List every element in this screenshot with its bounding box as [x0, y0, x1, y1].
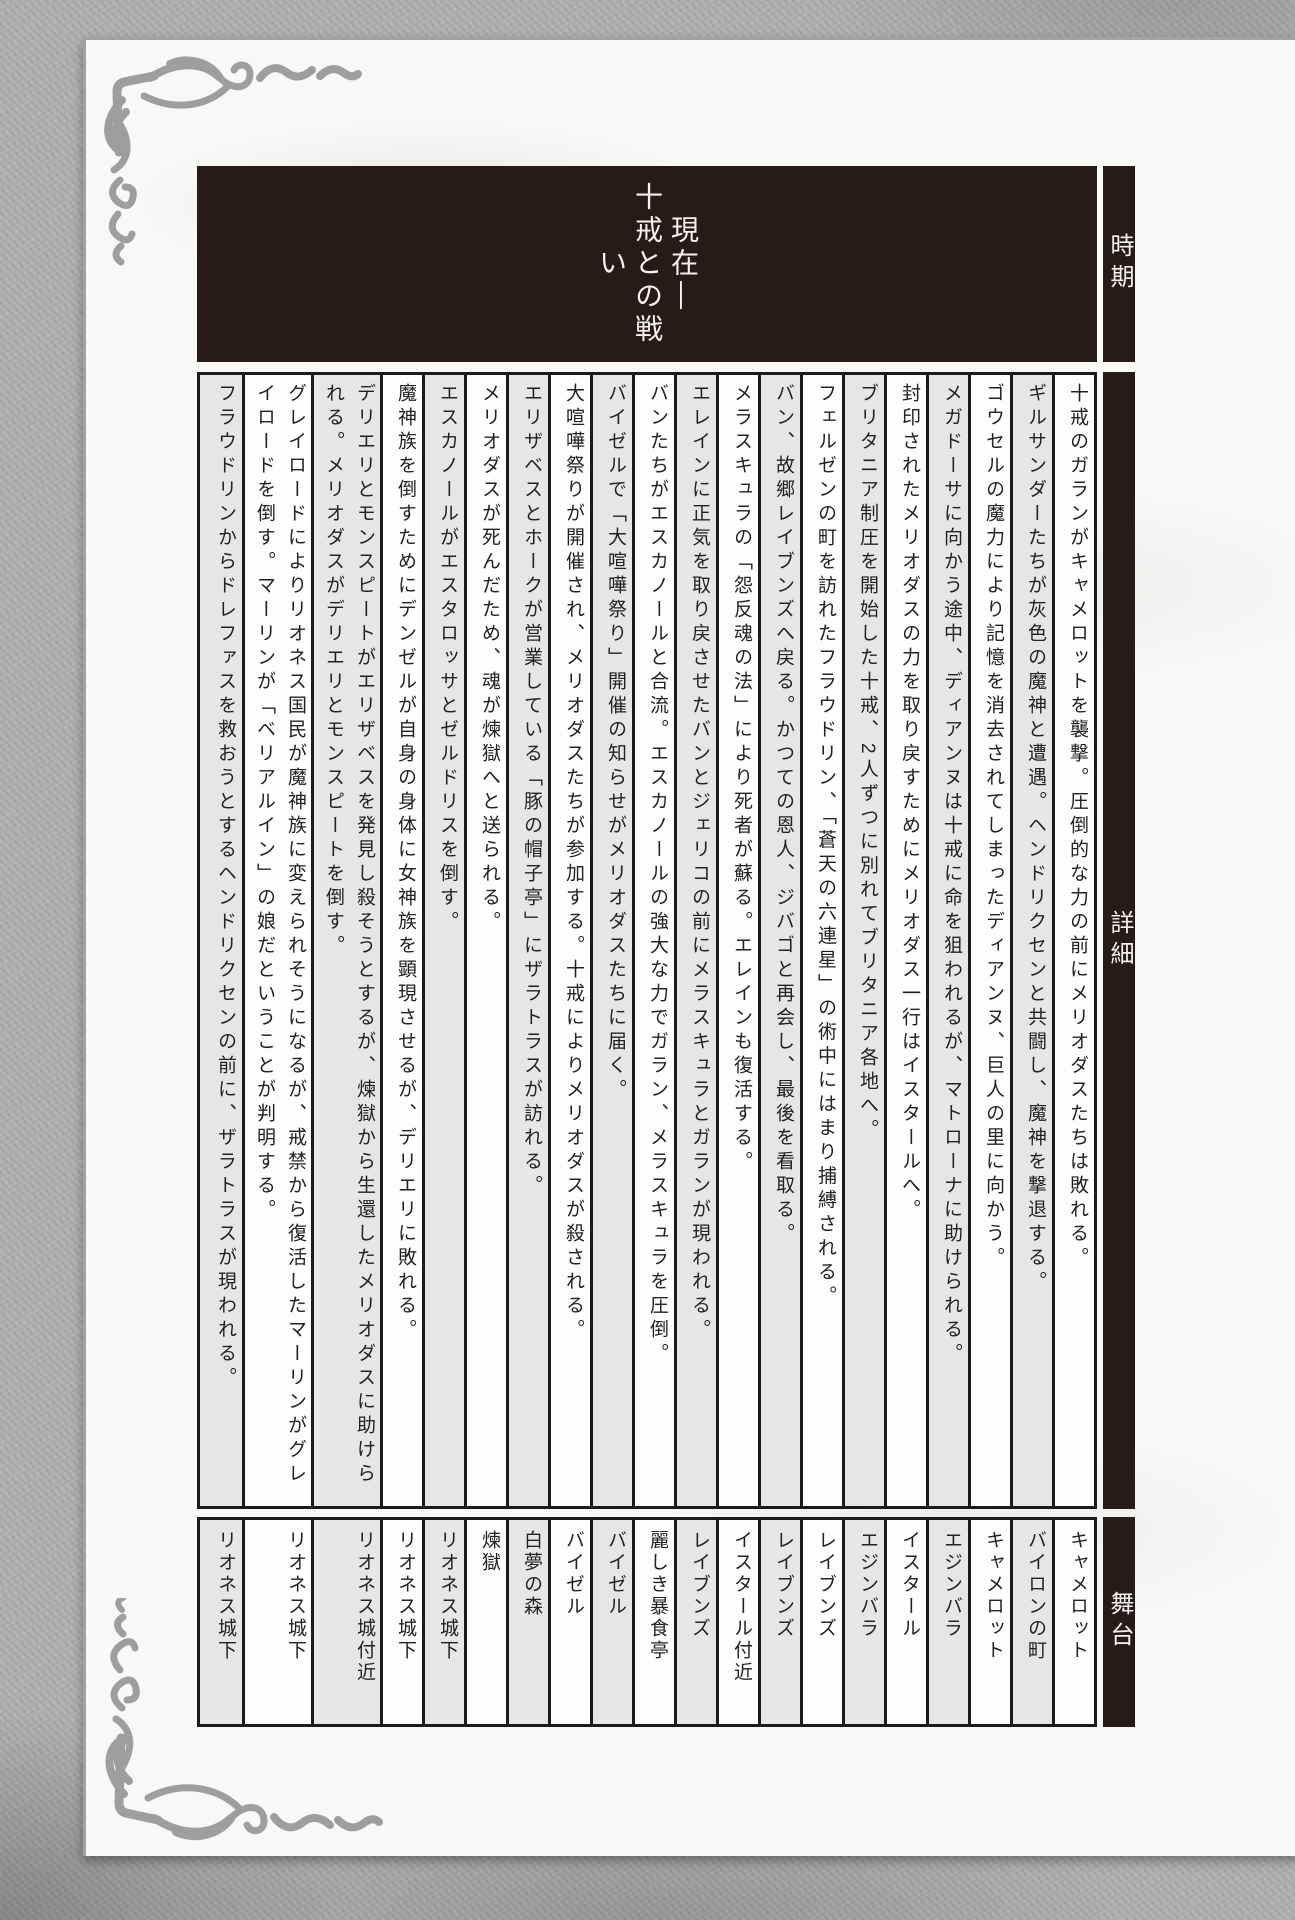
- timeline-table: 現在― 十戒との戦い 時期 詳細 舞台 十戒のガランがキャメロットを襲撃。圧倒的…: [197, 166, 1135, 1727]
- detail-cell: バイゼルで「大喧嘩祭り」開催の知らせがメリオダスたちに届く。: [590, 375, 632, 1506]
- detail-cell: フラウドリンからドレファスを救おうとするヘンドリクセンの前に、ザラトラスが現われ…: [200, 375, 242, 1506]
- detail-cell: デリエリとモンスピートがエリザベスを発見し殺そうとするが、煉獄から生還したメリオ…: [311, 375, 380, 1506]
- stage-cell: リオネス城下: [200, 1520, 242, 1724]
- stage-cell: キャメロット: [968, 1520, 1010, 1724]
- detail-cell: エリザベスとホークが営業している「豚の帽子亭」にザラトラスが訪れる。: [506, 375, 548, 1506]
- detail-cell: 大喧嘩祭りが開催され、メリオダスたちが参加する。十戒によりメリオダスが殺される。: [548, 375, 590, 1506]
- header-label-details: 詳細: [1103, 372, 1135, 1509]
- stage-cell: イスタール付近: [716, 1520, 758, 1724]
- detail-cell: バンたちがエスカノールと合流。エスカノールの強大な力でガラン、メラスキュラを圧倒…: [632, 375, 674, 1506]
- stage-row: キャメロット バイロンの町 キャメロット エジンバラ イスタール エジンバラ レイブンズ レイ…: [197, 1517, 1097, 1727]
- detail-cell: エレインに正気を取り戻させたバンとジェリコの前にメラスキュラとガランが現われる。: [674, 375, 716, 1506]
- stage-cell: バイロンの町: [1010, 1520, 1052, 1724]
- detail-cell: 魔神族を倒すためにデンゼルが自身の身体に女神族を顕現させるが、デリエリに敗れる。: [380, 375, 422, 1506]
- stage-cell: キャメロット: [1052, 1520, 1094, 1724]
- stage-cell: 麗しき暴食亭: [632, 1520, 674, 1724]
- stage-cell: バイゼル: [548, 1520, 590, 1724]
- detail-cell: 十戒のガランがキャメロットを襲撃。圧倒的な力の前にメリオダスたちは敗れる。: [1052, 375, 1094, 1506]
- stage-cell: リオネス城下: [380, 1520, 422, 1724]
- detail-cell: ブリタニア制圧を開始した十戒、2人ずつに別れてブリタニア各地へ。: [842, 375, 884, 1506]
- details-body: 十戒のガランがキャメロットを襲撃。圧倒的な力の前にメリオダスたちは敗れる。 ギルサ…: [197, 372, 1097, 1509]
- stage-cell: エジンバラ: [842, 1520, 884, 1724]
- detail-cell: メガドーサに向かう途中、ディアンヌは十戒に命を狙われるが、マトローナに助けられる…: [926, 375, 968, 1506]
- detail-cell: フェルゼンの町を訪れたフラウドリン、「蒼天の六連星」の術中にはまり捕縛される。: [800, 375, 842, 1506]
- period-value-line1: 現在―: [668, 214, 699, 314]
- detail-cell: グレイロードによりリオネス国民が魔神族に変えられそうになるが、戒禁から復活したマ…: [242, 375, 311, 1506]
- detail-cell: 封印されたメリオダスの力を取り戻すためにメリオダス一行はイスタールへ。: [884, 375, 926, 1506]
- stage-cell: イスタール: [884, 1520, 926, 1724]
- detail-cell: バン、故郷レイブンズへ戻る。かつての恩人、ジバゴと再会し、最後を看取る。: [758, 375, 800, 1506]
- stage-cell: リオネス城下: [242, 1520, 311, 1724]
- stage-cell: レイブンズ: [758, 1520, 800, 1724]
- header-label-stage: 舞台: [1103, 1517, 1135, 1727]
- period-value-text: 現在― 十戒との戦い: [593, 166, 701, 362]
- detail-cell: エスカノールがエスタロッサとゼルドリスを倒す。: [422, 375, 464, 1506]
- stage-cell: リオネス城下: [422, 1520, 464, 1724]
- detail-cell: ゴウセルの魔力により記憶を消去されてしまったディアンヌ、巨人の里に向かう。: [968, 375, 1010, 1506]
- stage-cell: バイゼル: [590, 1520, 632, 1724]
- period-value-band: 現在― 十戒との戦い: [197, 166, 1097, 362]
- stage-cell: リオネス城付近: [311, 1520, 380, 1724]
- header-label-period: 時期: [1103, 166, 1135, 362]
- table-header-column: 時期 詳細 舞台: [1103, 166, 1135, 1727]
- stage-cell: レイブンズ: [800, 1520, 842, 1724]
- stage-cell: 煉獄: [464, 1520, 506, 1724]
- stage-cell: レイブンズ: [674, 1520, 716, 1724]
- stage-cell: エジンバラ: [926, 1520, 968, 1724]
- period-value-line2: 十戒との戦い: [596, 181, 663, 347]
- detail-cell: メラスキュラの「怨反魂の法」により死者が蘇る。エレインも復活する。: [716, 375, 758, 1506]
- stage-cell: 白夢の森: [506, 1520, 548, 1724]
- detail-cell: メリオダスが死んだため、魂が煉獄へと送られる。: [464, 375, 506, 1506]
- detail-cell: ギルサンダーたちが灰色の魔神と遭遇。ヘンドリクセンと共闘し、魔神を撃退する。: [1010, 375, 1052, 1506]
